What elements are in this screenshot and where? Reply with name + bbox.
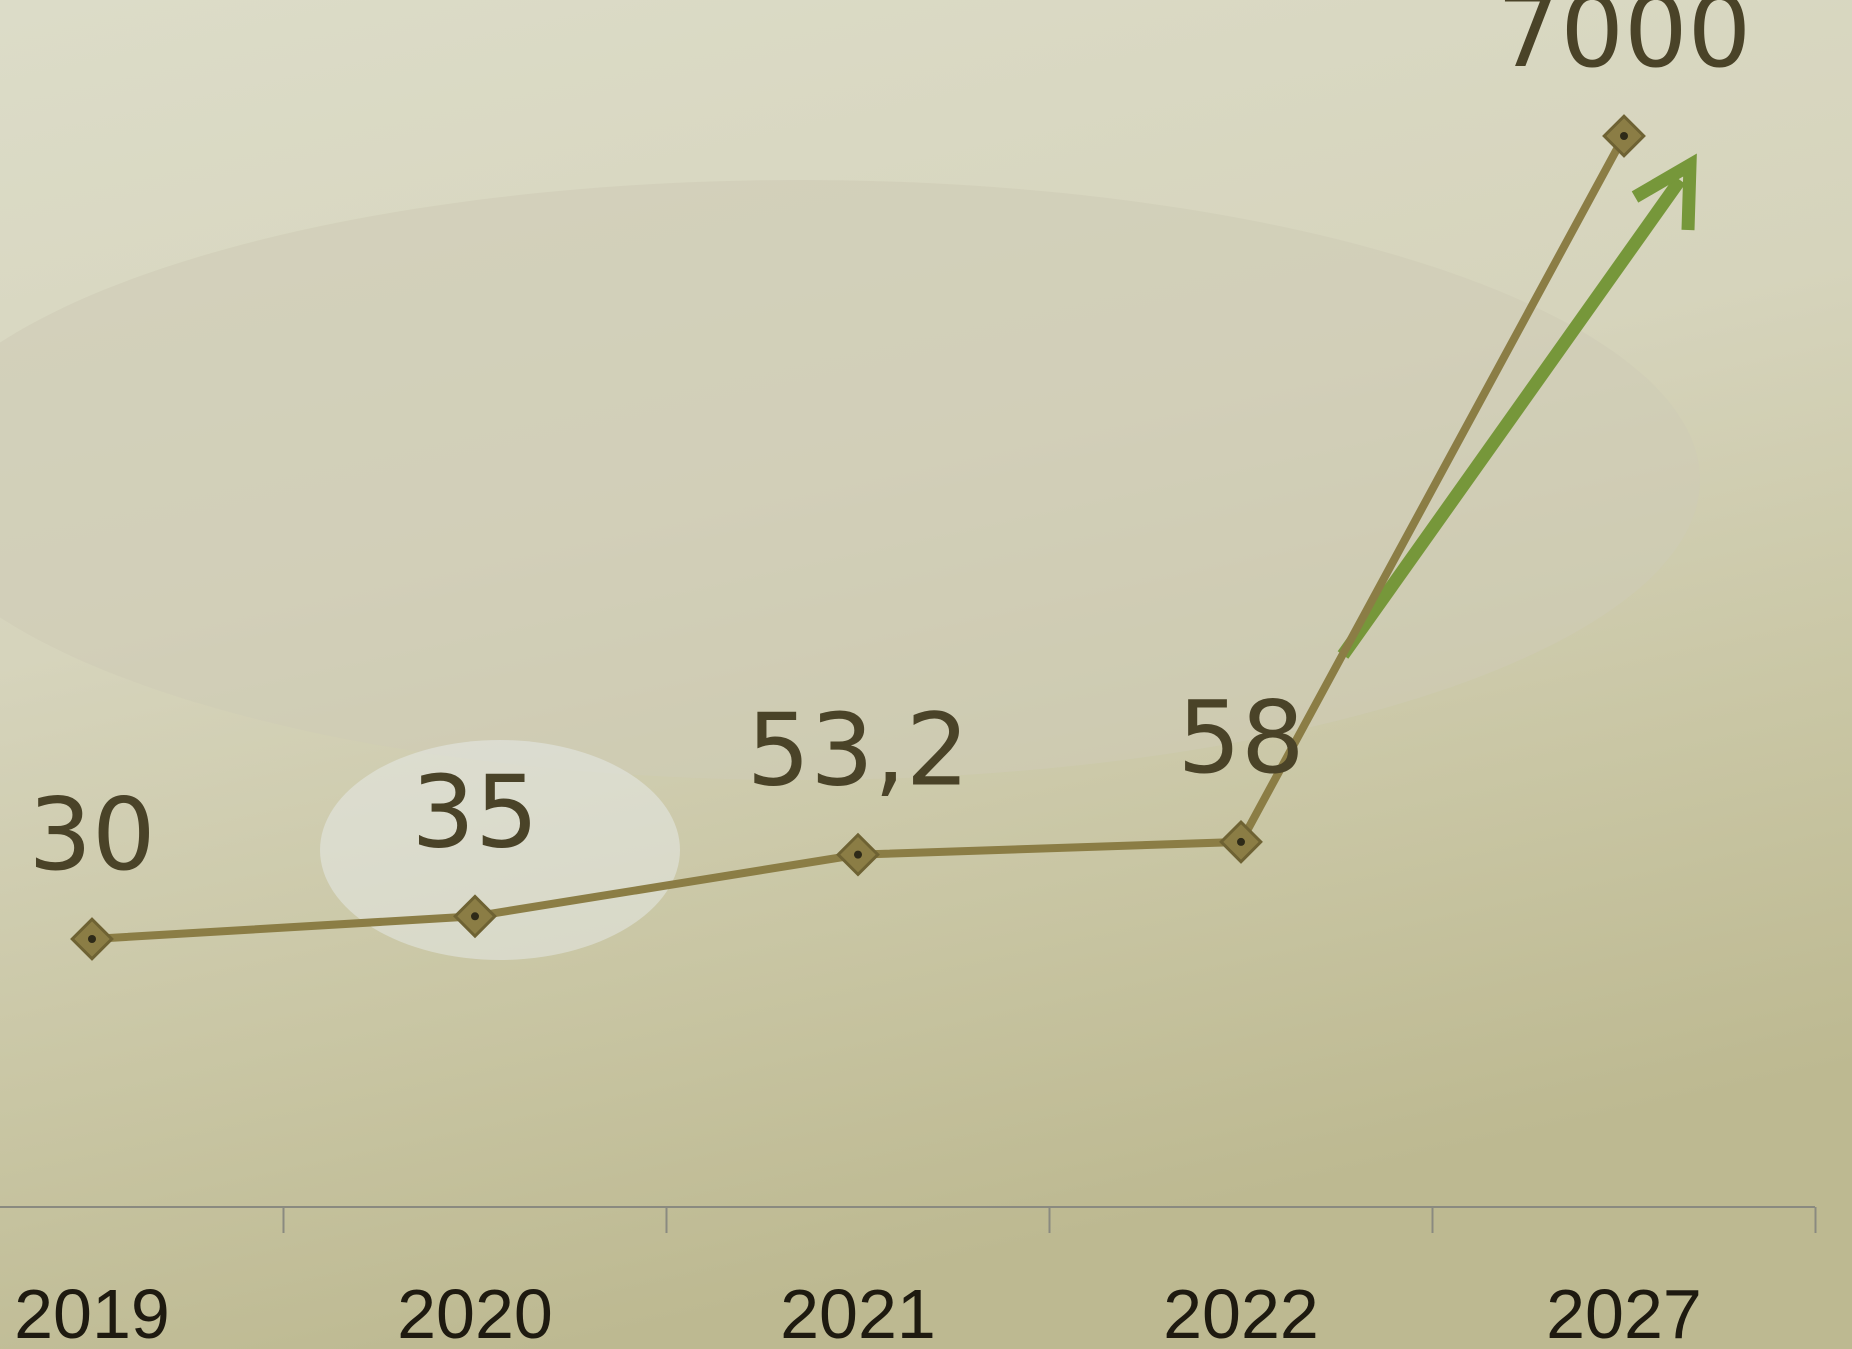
x-tick-label: 2022 <box>1163 1275 1319 1349</box>
data-label: 30 <box>28 776 155 893</box>
data-label: 7000 <box>1497 0 1752 90</box>
x-tick-label: 2020 <box>397 1275 553 1349</box>
data-label: 58 <box>1177 679 1304 796</box>
x-tick-label: 2021 <box>780 1275 936 1349</box>
data-label: 53,2 <box>747 692 970 809</box>
point-center <box>1620 132 1628 140</box>
point-center <box>471 912 479 920</box>
x-tick-label: 2019 <box>14 1275 170 1349</box>
point-center <box>854 851 862 859</box>
chart: 2019 2020 2021 2022 2027 30 35 53,2 58 7000 <box>0 0 1852 1349</box>
page: 20192020202120222027303553,2587000 (() =… <box>0 0 1852 1349</box>
data-label: 35 <box>411 753 538 870</box>
x-tick-label: 2027 <box>1546 1275 1702 1349</box>
point-center <box>1237 838 1245 846</box>
point-center <box>88 935 96 943</box>
